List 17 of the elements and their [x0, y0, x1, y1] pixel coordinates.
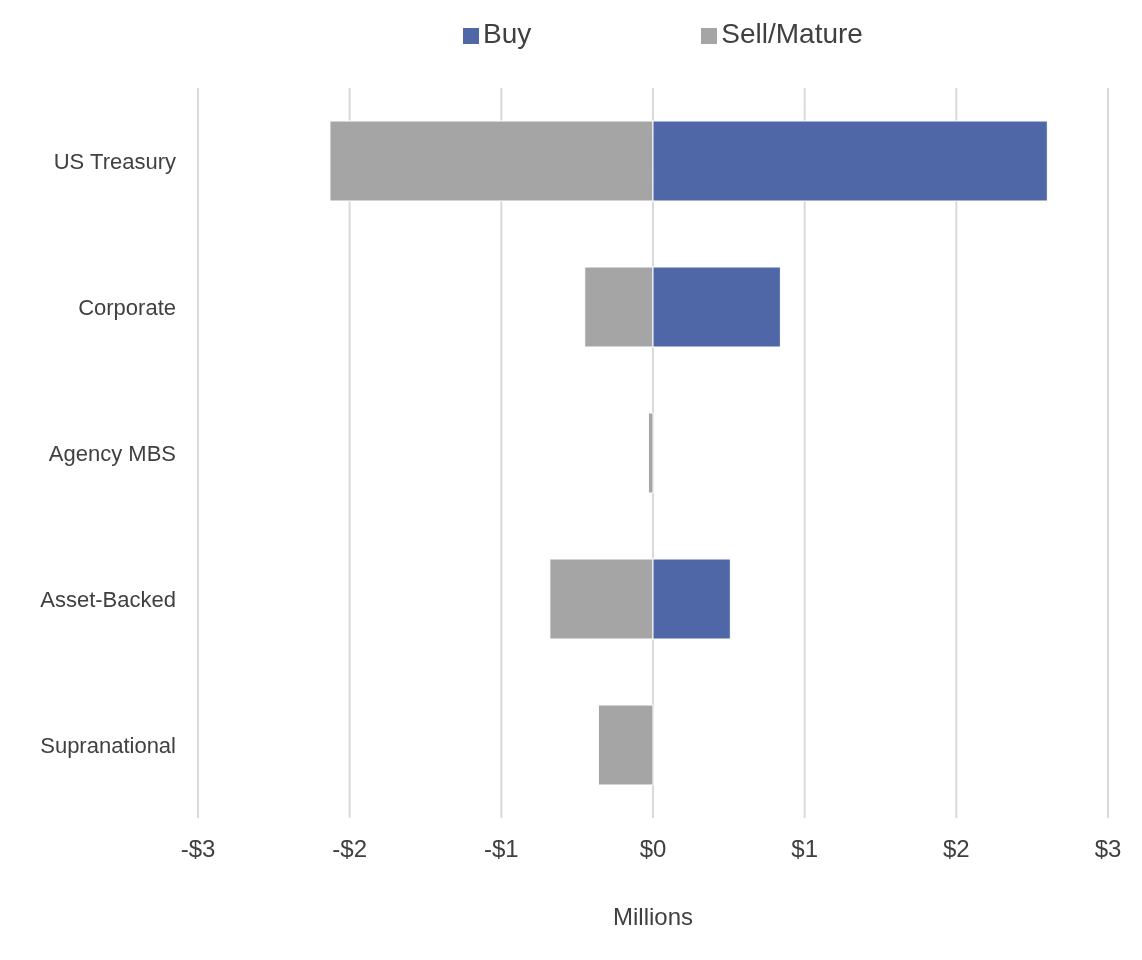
y-tick-label: Asset-Backed — [40, 586, 176, 612]
y-tick-label: US Treasury — [53, 148, 176, 174]
x-tick-label: -$2 — [332, 835, 368, 863]
y-tick-label: Corporate — [78, 294, 176, 320]
bar — [597, 704, 654, 786]
x-tick-label: -$1 — [483, 835, 519, 863]
x-tick-label: -$3 — [180, 835, 216, 863]
y-tick-label: Agency MBS — [48, 440, 176, 466]
y-tick-label: Supranational — [40, 732, 176, 758]
legend-label: Buy — [483, 18, 532, 49]
x-axis-title: Millions — [612, 903, 694, 931]
legend-label: Sell/Mature — [721, 18, 863, 49]
x-tick-label: $0 — [639, 835, 667, 863]
x-tick-label: $2 — [942, 835, 970, 863]
bar — [647, 412, 654, 494]
x-tick-label: $3 — [1094, 835, 1122, 863]
x-tick-label: $1 — [791, 835, 819, 863]
